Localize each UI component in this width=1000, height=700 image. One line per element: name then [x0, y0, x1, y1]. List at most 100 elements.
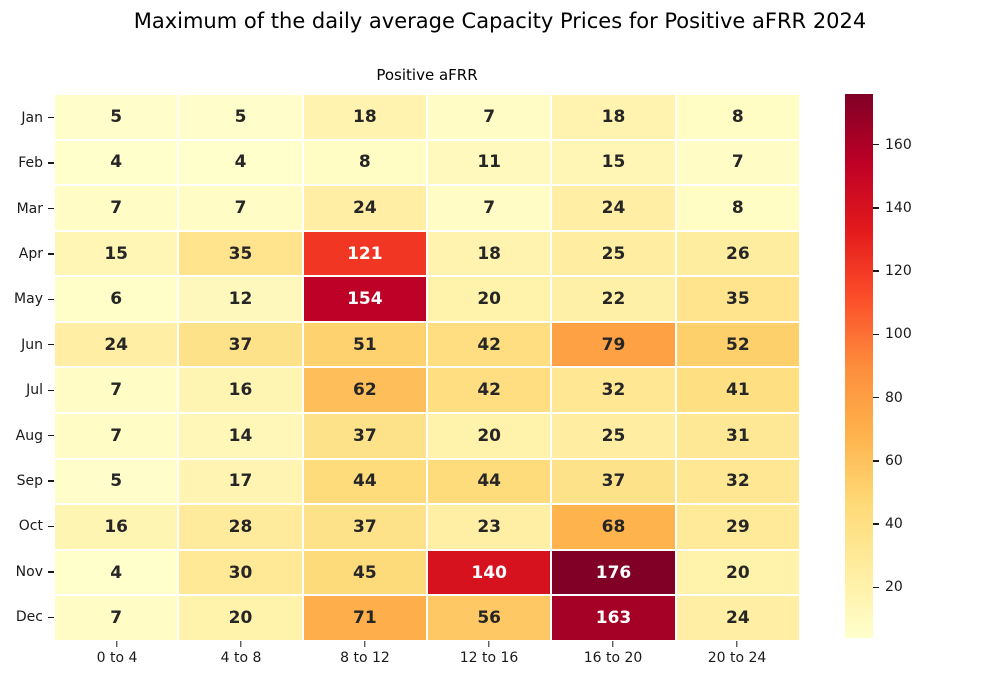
x-tick-mark: [240, 641, 242, 647]
heatmap-cell-Sep-16to20: 37: [552, 459, 675, 504]
y-tick-label-Jul: Jul: [26, 382, 43, 399]
colorbar-tick-label-160: 160: [885, 136, 912, 153]
colorbar-tick-mark: [873, 207, 879, 209]
heatmap-cell-Apr-0to4: 15: [55, 231, 178, 276]
x-tick-label-8to12: 8 to 12: [340, 650, 390, 666]
colorbar-tick-label-140: 140: [885, 199, 912, 216]
heatmap-cell-May-4to8: 12: [179, 277, 302, 321]
heatmap-cell-Sep-12to16: 44: [428, 459, 551, 504]
y-tick-label-Dec: Dec: [15, 609, 43, 626]
heatmap-cell-Nov-12to16: 140: [428, 550, 551, 595]
heatmap-cell-Jun-12to16: 42: [428, 322, 551, 367]
x-tick-mark: [488, 641, 490, 647]
heatmap-cell-Oct-8to12: 37: [303, 505, 426, 549]
heatmap-cell-Apr-8to12: 121: [303, 231, 426, 276]
y-tick-label-May: May: [14, 291, 43, 308]
heatmap-cell-Feb-20to24: 7: [676, 140, 799, 185]
y-tick-mark: [48, 571, 54, 573]
heatmap-cell-Jul-8to12: 62: [303, 368, 426, 413]
x-tick-mark: [364, 641, 366, 647]
y-tick-mark: [48, 207, 54, 210]
heatmap-cell-Sep-0to4: 5: [55, 459, 178, 504]
y-tick-label-Apr: Apr: [18, 245, 43, 262]
heatmap-cell-Mar-12to16: 7: [428, 186, 551, 230]
heatmap-cell-Dec-16to20: 163: [552, 596, 675, 640]
y-tick-label-Nov: Nov: [15, 563, 43, 580]
heatmap-cell-May-8to12: 154: [303, 277, 426, 321]
heatmap-cell-Aug-4to8: 14: [179, 414, 302, 458]
x-tick-label-12to16: 12 to 16: [459, 650, 519, 666]
heatmap-cell-Oct-12to16: 23: [428, 505, 551, 549]
heatmap-cell-Jan-12to16: 7: [428, 95, 551, 139]
heatmap-cell-Aug-20to24: 31: [676, 414, 799, 458]
y-tick-mark: [48, 525, 54, 528]
heatmap-cell-Feb-12to16: 11: [428, 140, 551, 185]
heatmap-cell-Jan-16to20: 18: [552, 95, 675, 139]
heatmap-cell-Aug-0to4: 7: [55, 414, 178, 458]
x-tick-mark: [736, 641, 738, 647]
x-tick-mark: [612, 641, 614, 647]
heatmap-cell-Jul-0to4: 7: [55, 368, 178, 413]
colorbar-tick-label-40: 40: [885, 516, 903, 533]
heatmap-cell-Mar-20to24: 8: [676, 186, 799, 230]
heatmap-cell-Apr-12to16: 18: [428, 231, 551, 276]
heatmap-cell-Apr-16to20: 25: [552, 231, 675, 276]
colorbar-tick-mark: [873, 270, 879, 272]
heatmap-cell-Dec-20to24: 24: [676, 596, 799, 640]
y-tick-mark: [48, 298, 54, 301]
x-tick-label-20to24: 20 to 24: [707, 650, 767, 666]
colorbar-tick-mark: [873, 396, 879, 399]
heatmap-cell-Feb-16to20: 15: [552, 140, 675, 185]
heatmap-cell-Dec-8to12: 71: [303, 596, 426, 640]
heatmap-cell-Jan-8to12: 18: [303, 95, 426, 139]
heatmap-cell-Mar-0to4: 7: [55, 186, 178, 230]
heatmap-cell-Aug-16to20: 25: [552, 414, 675, 458]
heatmap-cell-Dec-12to16: 56: [428, 596, 551, 640]
heatmap-cell-Jul-4to8: 16: [179, 368, 302, 413]
colorbar-tick-label-80: 80: [885, 389, 903, 406]
y-tick-label-Feb: Feb: [18, 155, 43, 172]
heatmap-grid: 5 5 18 7 18 8 4 4 8 11 15 7 7 7 24 7 24 8 15 35 121 18 25 26 6 12…: [55, 95, 799, 640]
heatmap-cell-Mar-4to8: 7: [179, 186, 302, 230]
heatmap-cell-Jan-20to24: 8: [676, 95, 799, 139]
heatmap-cell-Nov-16to20: 176: [552, 550, 675, 595]
heatmap-cell-Jan-0to4: 5: [55, 95, 178, 139]
heatmap-cell-Jan-4to8: 5: [179, 95, 302, 139]
colorbar: 20 40 60 80 100 120 140 160: [845, 94, 965, 638]
heatmap-cell-Apr-4to8: 35: [179, 231, 302, 276]
heatmap-cell-Jul-16to20: 32: [552, 368, 675, 413]
colorbar-tick-mark: [873, 460, 879, 462]
heatmap-cell-Aug-12to16: 20: [428, 414, 551, 458]
y-tick-mark: [48, 253, 54, 255]
heatmap-cell-May-0to4: 6: [55, 277, 178, 321]
y-tick-mark: [48, 389, 54, 391]
heatmap-cell-Jun-20to24: 52: [676, 322, 799, 367]
colorbar-tick-label-120: 120: [885, 263, 912, 280]
heatmap-cell-Feb-0to4: 4: [55, 140, 178, 185]
colorbar-gradient: [845, 94, 873, 638]
colorbar-tick-mark: [873, 143, 879, 146]
heatmap-cell-Jul-12to16: 42: [428, 368, 551, 413]
heatmap-cell-Apr-20to24: 26: [676, 231, 799, 276]
x-tick-mark: [116, 641, 118, 647]
heatmap-cell-Sep-20to24: 32: [676, 459, 799, 504]
y-tick-mark: [48, 616, 54, 618]
x-tick-label-4to8: 4 to 8: [220, 650, 262, 666]
heatmap-cell-Jul-20to24: 41: [676, 368, 799, 413]
x-tick-label-16to20: 16 to 20: [583, 650, 643, 666]
y-tick-mark: [48, 117, 54, 119]
heatmap-cell-Feb-4to8: 4: [179, 140, 302, 185]
heatmap-cell-Dec-0to4: 7: [55, 596, 178, 640]
heatmap-cell-Sep-4to8: 17: [179, 459, 302, 504]
heatmap-cell-Jun-8to12: 51: [303, 322, 426, 367]
heatmap-cell-Oct-16to20: 68: [552, 505, 675, 549]
heatmap-cell-Nov-4to8: 30: [179, 550, 302, 595]
y-tick-mark: [48, 434, 54, 437]
colorbar-tick-label-100: 100: [885, 326, 912, 343]
colorbar-tick-label-20: 20: [885, 579, 903, 596]
heatmap-cell-Aug-8to12: 37: [303, 414, 426, 458]
x-tick-label-0to4: 0 to 4: [96, 650, 138, 666]
heatmap-cell-Jun-0to4: 24: [55, 322, 178, 367]
heatmap-cell-May-16to20: 22: [552, 277, 675, 321]
